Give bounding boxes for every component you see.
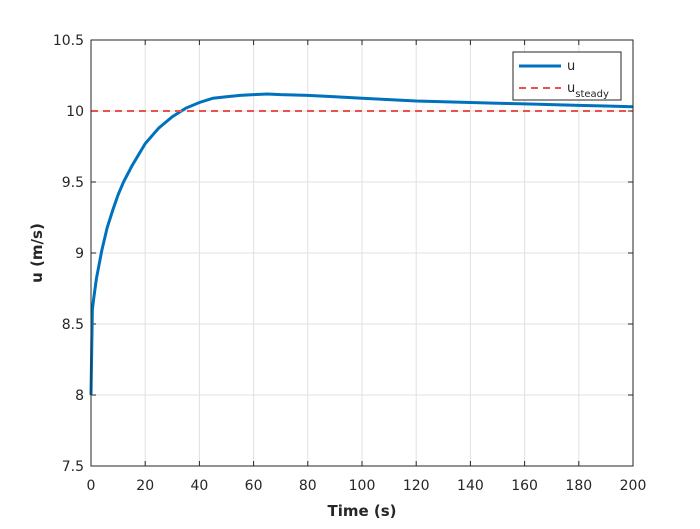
x-tick-label: 20 <box>136 478 154 494</box>
y-tick-label: 9.5 <box>62 175 84 191</box>
y-tick-label: 8 <box>75 388 84 404</box>
x-tick-label: 120 <box>403 478 430 494</box>
plot-frame <box>90 39 634 467</box>
x-axis-label: Time (s) <box>327 502 396 520</box>
legend-name: u <box>567 59 575 74</box>
x-tick-label: 40 <box>190 478 208 494</box>
x-tick-label: 200 <box>620 478 647 494</box>
x-tick-label: 140 <box>457 478 484 494</box>
y-tick-label: 7.5 <box>62 459 84 475</box>
y-tick-label: 10.5 <box>53 33 84 49</box>
y-tick-label: 10 <box>66 104 84 120</box>
legend-subscript: steady <box>575 89 609 100</box>
y-axis-label: u (m/s) <box>28 223 46 283</box>
x-tick-label: 100 <box>349 478 376 494</box>
x-tick-label: 80 <box>299 478 317 494</box>
legend-box <box>512 51 622 101</box>
y-tick-label: 9 <box>75 246 84 262</box>
legend-label: usteady <box>567 81 609 100</box>
x-tick-label: 0 <box>87 478 96 494</box>
legend-name: u <box>567 81 575 96</box>
x-tick-label: 60 <box>245 478 263 494</box>
x-tick-label: 180 <box>565 478 592 494</box>
data-line <box>89 92 634 396</box>
x-tick-label: 160 <box>511 478 538 494</box>
y-tick-label: 8.5 <box>62 317 84 333</box>
legend-label: u <box>567 59 575 74</box>
